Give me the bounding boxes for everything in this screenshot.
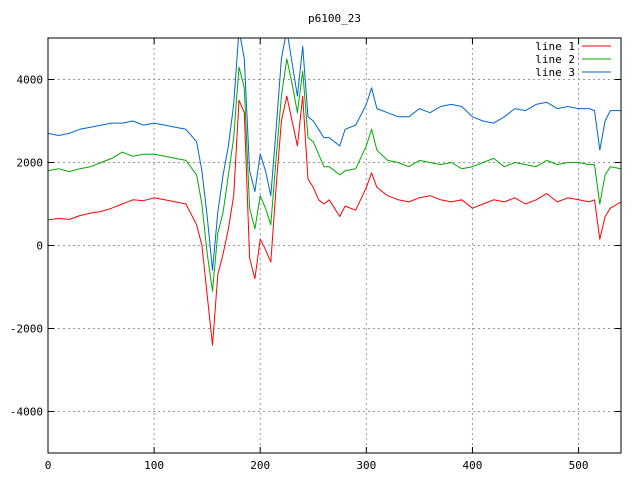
y-tick-label: 0	[36, 240, 43, 253]
series-lines	[48, 38, 621, 346]
y-tick-label: -4000	[10, 406, 43, 419]
series-line-2	[48, 58, 621, 292]
y-tick-label: 4000	[17, 74, 44, 87]
x-tick-label: 400	[463, 459, 483, 472]
x-tick-label: 100	[144, 459, 164, 472]
x-tick-label: 0	[45, 459, 52, 472]
series-line-1	[48, 95, 621, 346]
y-tick-label: -2000	[10, 323, 43, 336]
legend-label: line 1	[535, 40, 575, 53]
x-tick-label: 500	[569, 459, 589, 472]
chart-title: p6100_23	[308, 12, 361, 25]
y-tick-label: 2000	[17, 157, 44, 170]
grid-lines	[48, 38, 621, 453]
legend-label: line 2	[535, 53, 575, 66]
legend-label: line 3	[535, 66, 575, 79]
x-tick-label: 200	[250, 459, 270, 472]
x-tick-label: 300	[356, 459, 376, 472]
series-line-3	[48, 38, 621, 271]
axis-ticks: 0 100 200 300 400 500 -4000 -2000 0 2000 4000	[10, 38, 621, 472]
